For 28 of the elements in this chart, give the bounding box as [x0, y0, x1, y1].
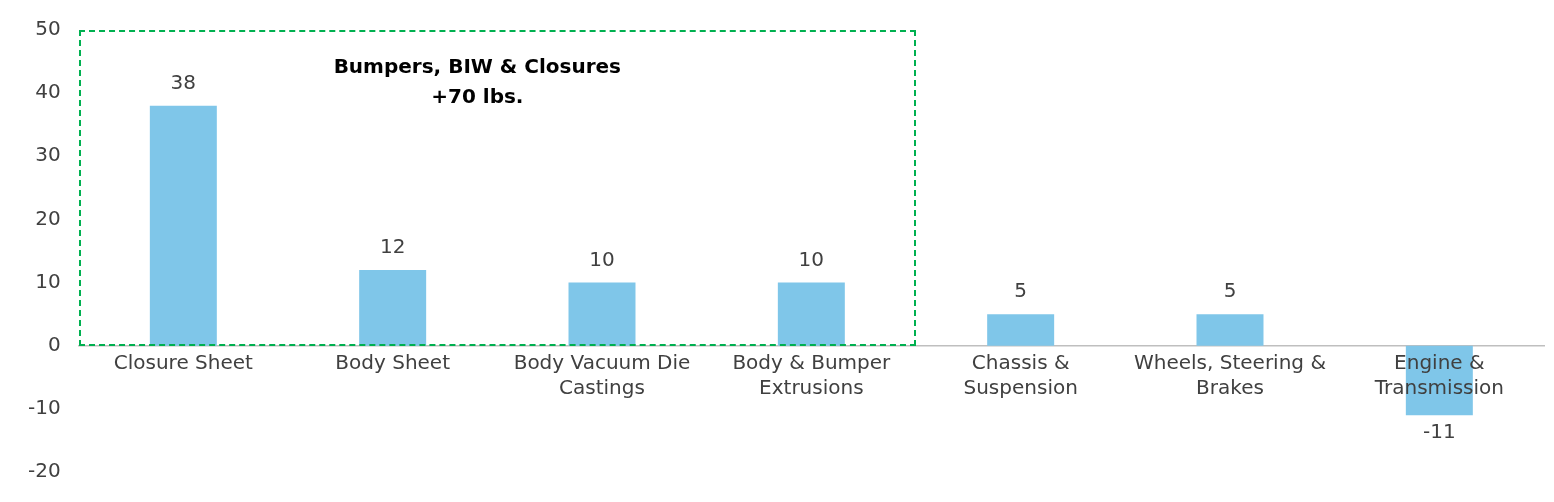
- y-tick-label: 20: [35, 205, 61, 230]
- bar: [149, 105, 217, 346]
- bar: [987, 314, 1055, 346]
- data-label: 10: [798, 246, 825, 271]
- x-tick-label: Body Vacuum Die Castings: [513, 349, 691, 399]
- bar: [568, 282, 636, 346]
- y-tick-label: -20: [27, 458, 61, 483]
- x-tick-label: Chassis & Suspension: [963, 349, 1078, 399]
- data-label: 12: [379, 234, 406, 259]
- y-tick-label: 30: [35, 142, 61, 167]
- data-label: 10: [589, 246, 615, 271]
- x-tick-label: Body & Bumper Extrusions: [732, 349, 892, 399]
- x-tick-label: Body Sheet: [335, 349, 451, 374]
- data-label: 5: [1014, 278, 1028, 303]
- x-tick-label: Wheels, Steering & Brakes: [1133, 349, 1327, 399]
- y-tick-label: 0: [47, 331, 61, 356]
- y-tick-label: 10: [35, 268, 61, 293]
- y-tick-label: 50: [35, 16, 61, 41]
- data-label: -11: [1423, 419, 1456, 444]
- data-label: 38: [170, 69, 197, 94]
- data-label: 5: [1223, 278, 1237, 303]
- y-tick-label: 40: [35, 79, 61, 104]
- y-tick-label: -10: [27, 395, 61, 420]
- x-tick-label: Closure Sheet: [113, 349, 254, 374]
- bar: [777, 282, 845, 346]
- annotation: Bumpers, BIW & Closures +70 lbs.: [333, 54, 622, 109]
- bar: [1196, 314, 1264, 346]
- bar: [359, 269, 427, 346]
